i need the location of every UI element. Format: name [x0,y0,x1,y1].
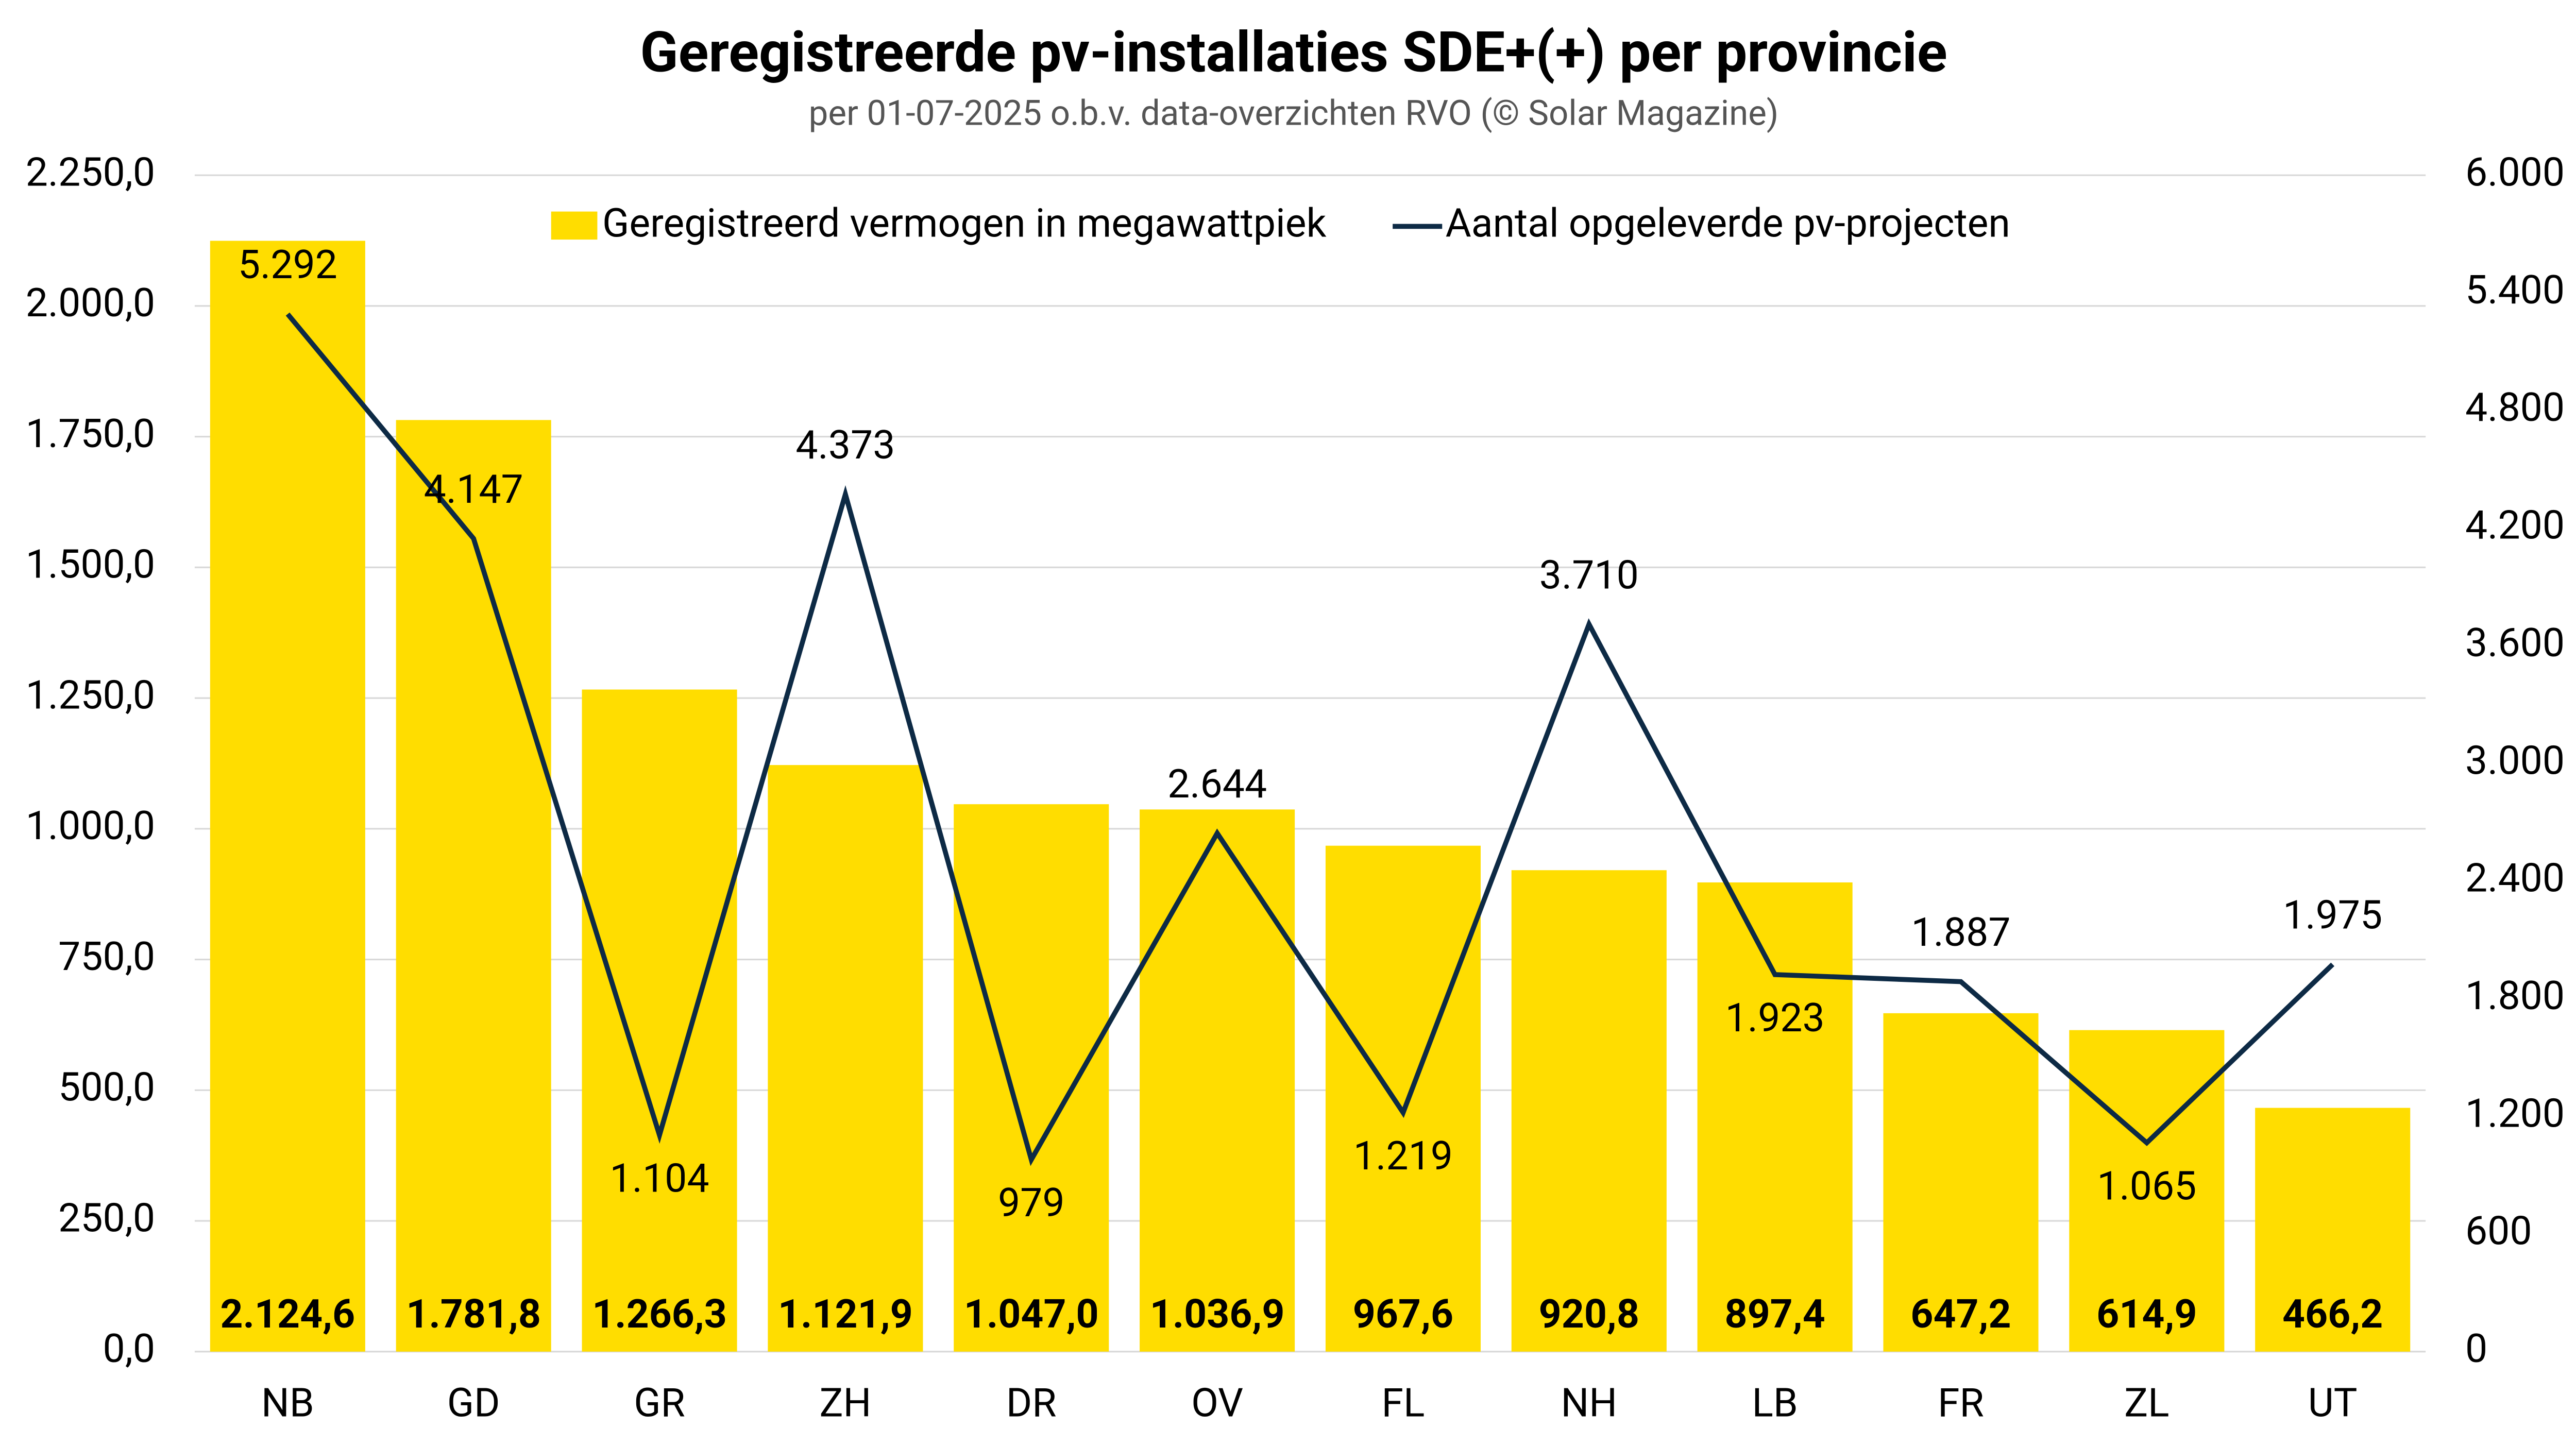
y-tick-label: 2.250,0 [26,149,155,195]
bar-value-label: 466,2 [2282,1291,2383,1337]
bar [954,804,1109,1352]
bar-value-label: 920,8 [1539,1291,1639,1337]
line-value-label: 1.923 [1725,995,1825,1041]
y2-tick-label: 600 [2465,1208,2532,1254]
x-tick-label: NB [261,1380,314,1426]
y-tick-label: 250,0 [58,1195,155,1241]
line-value-label: 1.065 [2097,1163,2196,1209]
x-tick-label: ZH [819,1380,871,1426]
line-value-label: 1.104 [610,1155,709,1202]
y2-tick-label: 4.800 [2465,384,2565,431]
y2-tick-label: 3.000 [2465,737,2565,784]
bar [768,765,923,1352]
line-value-label: 979 [998,1180,1065,1226]
bar [1883,1013,2039,1352]
x-tick-label: FR [1938,1380,1984,1426]
legend-label: Geregistreerd vermogen in megawattpiek [602,200,1326,247]
bar [210,241,365,1352]
y2-tick-label: 5.400 [2465,267,2565,313]
line-value-label: 1.975 [2283,892,2382,939]
x-tick-label: ZL [2124,1380,2169,1426]
x-tick-label: OV [1191,1380,1243,1426]
y-tick-label: 750,0 [58,933,155,980]
line [285,312,2335,1166]
bar-value-label: 614,9 [2096,1291,2197,1337]
y-tick-label: 2.000,0 [26,280,155,326]
x-tick-label: DR [1006,1380,1057,1426]
bar [2069,1030,2225,1352]
x-tick-label: GD [447,1380,500,1426]
x-tick-label: UT [2308,1380,2358,1426]
bar [582,689,737,1352]
bar [396,420,551,1352]
bar-value-label: 647,2 [1910,1291,2011,1337]
line-value-label: 1.219 [1353,1133,1453,1179]
line-value-label: 5.292 [238,242,337,288]
y-tick-label: 1.250,0 [26,672,155,718]
y2-tick-label: 1.800 [2465,973,2565,1019]
bar-value-label: 967,6 [1353,1291,1453,1337]
line-value-label: 4.147 [424,466,523,513]
y2-tick-label: 3.600 [2465,620,2565,666]
bar-value-label: 1.047,0 [964,1291,1099,1337]
bar [1697,882,1853,1352]
y2-tick-label: 1.200 [2465,1090,2565,1136]
bar [1325,845,1481,1352]
bar-value-label: 1.266,3 [592,1291,727,1337]
line-value-label: 1.887 [1911,909,2010,956]
y2-tick-label: 6.000 [2465,149,2565,195]
bar [2255,1108,2411,1352]
y-tick-label: 1.000,0 [26,803,155,849]
bar-value-label: 1.036,9 [1150,1291,1285,1337]
bar [1140,809,1295,1352]
y2-tick-label: 0 [2465,1325,2487,1372]
line-value-label: 2.644 [1167,761,1267,807]
chart-subtitle: per 01-07-2025 o.b.v. data-overzichten R… [809,94,1779,134]
bar-value-label: 2.124,6 [221,1291,355,1337]
bar-value-label: 1.781,8 [406,1291,541,1337]
chart-title: Geregistreerde pv-installaties SDE+(+) p… [640,19,1947,85]
y-tick-label: 500,0 [58,1064,155,1111]
bar-value-label: 1.121,9 [778,1291,913,1337]
y-tick-label: 1.750,0 [26,411,155,457]
legend-label: Aantal opgeleverde pv-projecten [1446,200,2010,247]
line-value-label: 4.373 [795,422,895,468]
y2-tick-label: 2.400 [2465,855,2565,901]
x-tick-label: NH [1561,1380,1617,1426]
x-tick-label: LB [1752,1380,1798,1426]
x-tick-label: FL [1382,1380,1425,1426]
line-value-label: 3.710 [1539,552,1639,598]
bar [1511,870,1667,1352]
x-tick-label: GR [634,1380,685,1426]
y-tick-label: 1.500,0 [26,541,155,588]
y2-tick-label: 4.200 [2465,502,2565,549]
bar-value-label: 897,4 [1724,1291,1825,1337]
legend-swatch [551,211,598,240]
y-tick-label: 0,0 [103,1325,156,1372]
